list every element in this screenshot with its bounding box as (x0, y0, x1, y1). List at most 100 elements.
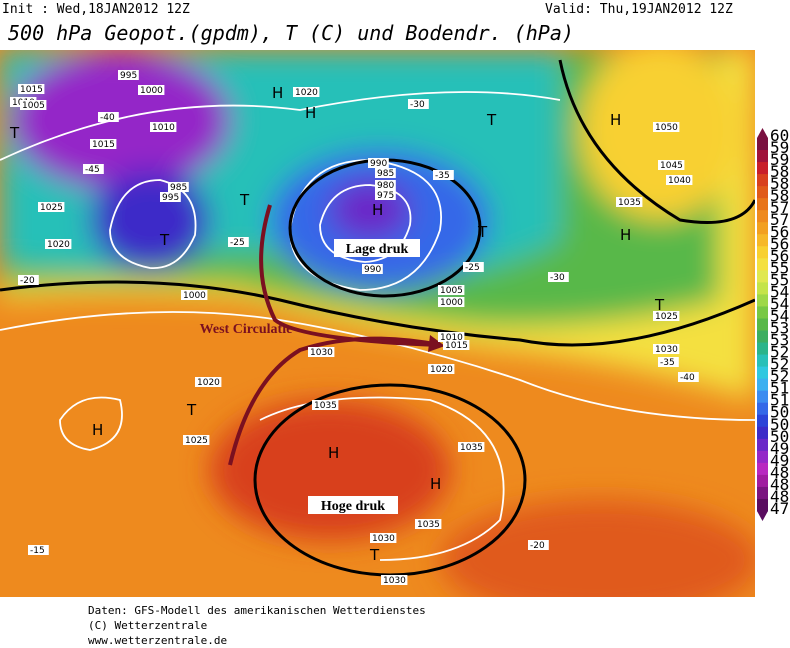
label-box (20, 100, 47, 110)
label-box (408, 99, 429, 109)
colorbar-label: 572 (770, 210, 790, 229)
isoline-label: -45 (85, 165, 100, 175)
label-box (666, 175, 693, 185)
colorbar-label: 540 (770, 306, 790, 325)
colorbar-band (757, 186, 768, 199)
isoline-label: -40 (680, 373, 695, 383)
label-box (228, 237, 249, 247)
colorbar-label: 508 (770, 403, 790, 422)
pressure-center: H (372, 201, 383, 219)
label-box (658, 357, 679, 367)
isoline-label: 1020 (47, 240, 70, 250)
isoline-label: 1035 (314, 401, 337, 411)
colorbar-label: 532 (770, 331, 790, 350)
isoline-label: -35 (435, 171, 450, 181)
label-box (616, 197, 643, 207)
isoline-label: 1025 (40, 203, 63, 213)
isoline-label: 1015 (445, 341, 468, 351)
high-label: Hoge druk (321, 499, 385, 514)
isoline-label: 1000 (440, 298, 463, 308)
isoline-label: -35 (660, 358, 675, 368)
colorbar-label: 484 (770, 475, 790, 494)
colorbar-label: 520 (770, 367, 790, 386)
colorbar-label: 500 (770, 427, 790, 446)
isoline-label: 1050 (655, 123, 678, 133)
pressure-center: T (369, 546, 380, 564)
colorbar-band (757, 234, 768, 247)
colorbar-band (757, 270, 768, 283)
pressure-center: H (328, 444, 339, 462)
label-box (90, 139, 117, 149)
pressure-center: T (239, 191, 250, 209)
label-box (293, 87, 320, 97)
colorbar-label: 600 (770, 126, 790, 145)
label-box (45, 239, 72, 249)
label-box (463, 262, 484, 272)
colorbar-label: 588 (770, 162, 790, 181)
label-box (312, 400, 339, 410)
isoline-label: 1005 (440, 286, 463, 296)
label-box (458, 442, 485, 452)
pressure-center: H (272, 84, 283, 102)
label-box (653, 311, 680, 321)
colorbar-label: 584 (770, 174, 790, 193)
low-label: Lage druk (346, 242, 409, 257)
colorbar-band (757, 246, 768, 259)
colorbar-band (757, 174, 768, 187)
pressure-center: H (620, 226, 631, 244)
colorbar-band (757, 426, 768, 440)
isoline-label: 1035 (417, 520, 440, 530)
pressure-center: T (477, 223, 488, 241)
colorbar-label: 548 (770, 282, 790, 301)
label-box (375, 190, 396, 200)
colorbar-label: 524 (770, 355, 790, 374)
isoline-label: 980 (377, 181, 394, 191)
pressure-center: T (159, 231, 170, 249)
colorbar-band (757, 414, 768, 428)
isoline-label: 1035 (618, 198, 641, 208)
map: 995100010101015HT1005101010151020HT1025T… (0, 50, 755, 597)
isoline-label: -25 (230, 238, 245, 248)
isoline-label: 985 (377, 169, 394, 179)
colorbar-band (757, 282, 768, 295)
isoline-label: 995 (120, 71, 137, 81)
isoline-label: 1040 (668, 176, 691, 186)
label-box (150, 122, 177, 132)
isoline-label: 990 (370, 159, 387, 169)
colorbar-label: 568 (770, 222, 790, 241)
label-box (181, 290, 208, 300)
label-box (38, 202, 65, 212)
colorbar-cap (757, 128, 768, 138)
isoline-label: 1025 (655, 312, 678, 322)
label-box (183, 435, 210, 445)
label-box (18, 275, 39, 285)
pressure-center: H (610, 111, 621, 129)
isoline-label: -20 (530, 541, 545, 551)
label-box (678, 372, 699, 382)
isoline-label: 1030 (310, 348, 333, 358)
colorbar-band (757, 354, 768, 368)
colorbar-band (757, 462, 768, 476)
label-box (362, 264, 383, 274)
map-title: 500 hPa Geopot.(gpdm), T (C) und Bodendr… (8, 21, 574, 45)
colorbar-band (757, 162, 768, 175)
isoline-label: 985 (170, 183, 187, 193)
colorbar-label: 504 (770, 415, 790, 434)
isoline-label: 1020 (430, 365, 453, 375)
label-box (375, 168, 396, 178)
label-box (548, 272, 569, 282)
colorbar-label: 556 (770, 258, 790, 277)
isoline-label: 1030 (372, 534, 395, 544)
low-label-box (334, 239, 420, 257)
label-box (138, 85, 165, 95)
label-box (415, 519, 442, 529)
label-box (433, 170, 454, 180)
init-time: Init : Wed,18JAN2012 12Z (2, 2, 190, 17)
isoline-label: 1015 (92, 140, 115, 150)
isoline-label: 1005 (22, 101, 45, 111)
isoline-label: 1025 (185, 436, 208, 446)
colorbar-band (757, 294, 768, 307)
label-box (653, 344, 680, 354)
colorbar-label: 488 (770, 463, 790, 482)
isoline-label: 1010 (152, 123, 175, 133)
